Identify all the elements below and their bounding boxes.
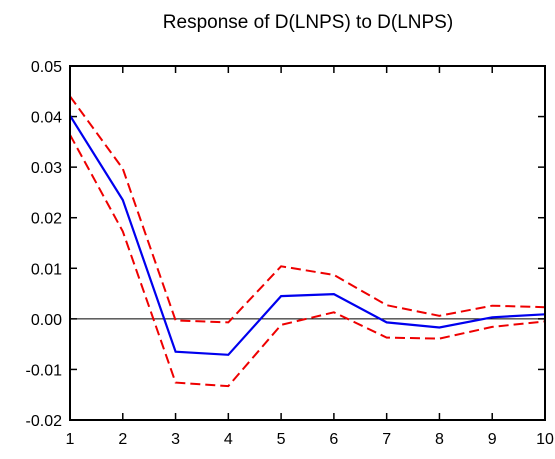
x-tick-label: 10 <box>536 431 554 448</box>
x-tick-label: 6 <box>329 431 338 448</box>
y-tick-label: 0.05 <box>31 59 62 76</box>
plot-area: -0.02 -0.01 0.00 0.01 0.02 0.03 0.04 0.05 1 2 3 4 5 6… <box>26 59 554 448</box>
y-tick-label: 0.00 <box>31 312 62 329</box>
y-tick-label: -0.01 <box>26 362 63 379</box>
x-tick-label: 8 <box>435 431 444 448</box>
plot-frame <box>69 65 546 421</box>
lower-band-line <box>69 134 546 388</box>
x-tick-label: 7 <box>382 431 391 448</box>
response-line <box>69 115 546 356</box>
x-tick-label: 2 <box>118 431 127 448</box>
y-tick-label: 0.02 <box>31 211 62 228</box>
x-tick-label: 1 <box>66 431 75 448</box>
y-tick-label: 0.03 <box>31 160 62 177</box>
x-tick-label: 9 <box>488 431 497 448</box>
x-tick-label: 4 <box>224 431 233 448</box>
chart-title: Response of D(LNPS) to D(LNPS) <box>163 12 453 33</box>
y-tick-label: 0.04 <box>31 110 62 127</box>
upper-band-line <box>69 95 546 324</box>
x-tick-label: 3 <box>171 431 180 448</box>
y-tick-label: -0.02 <box>26 413 63 430</box>
y-tick-label: 0.01 <box>31 261 62 278</box>
x-tick-label: 5 <box>277 431 286 448</box>
